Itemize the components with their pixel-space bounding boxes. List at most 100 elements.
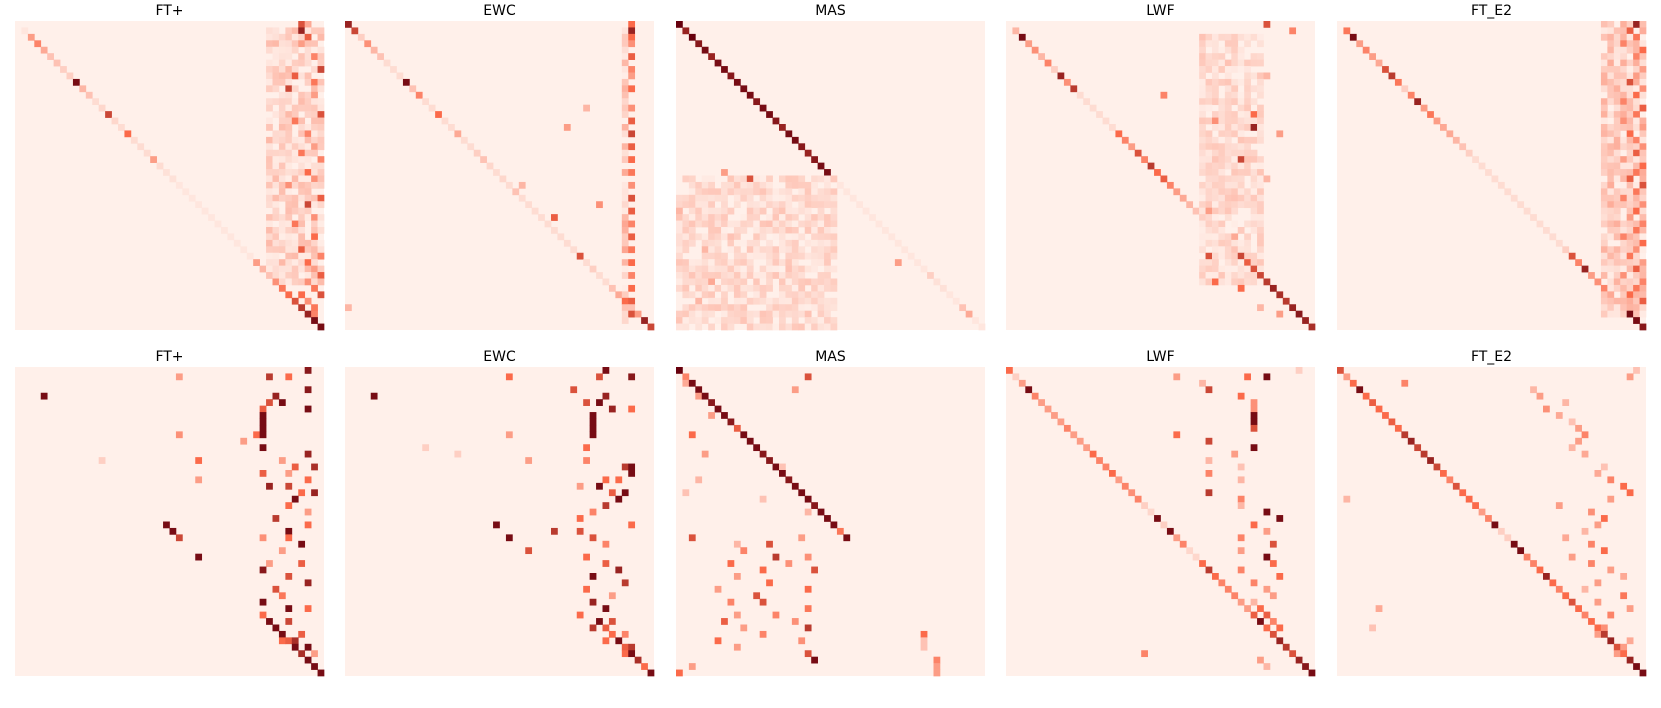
heatmap-cell — [798, 265, 806, 273]
heatmap-cell — [759, 598, 767, 606]
heatmap-cell — [1231, 278, 1239, 286]
heatmap-cell — [1218, 220, 1226, 228]
heatmap-cell — [772, 227, 780, 234]
heatmap-cell — [621, 489, 629, 497]
heatmap-cell — [285, 618, 293, 625]
heatmap-cell — [1613, 252, 1621, 260]
heatmap-cell — [285, 78, 293, 86]
heatmap-cell — [1250, 201, 1258, 209]
heatmap-cell — [1633, 104, 1640, 112]
heatmap-cell — [817, 317, 825, 324]
heatmap-cell — [285, 181, 293, 189]
heatmap-cell — [311, 650, 318, 658]
heatmap-cell — [1257, 40, 1264, 48]
heatmap-cell — [1205, 33, 1213, 41]
heatmap-cell — [791, 265, 799, 273]
heatmap-cell — [272, 130, 280, 138]
heatmap-cell — [1257, 252, 1264, 260]
heatmap-cell — [701, 214, 709, 221]
heatmap-cell — [1633, 91, 1640, 99]
heatmap-cell — [278, 59, 286, 67]
heatmap-cell — [733, 201, 741, 209]
heatmap-cell — [1620, 259, 1628, 266]
heatmap-cell — [551, 527, 558, 535]
heatmap-cell — [1613, 169, 1621, 176]
heatmap-cell — [740, 265, 748, 273]
heatmap-cell — [1199, 379, 1206, 387]
heatmap-cell — [1407, 91, 1415, 99]
heatmap-cell — [753, 323, 761, 331]
heatmap-cell — [1620, 143, 1628, 151]
heatmap-cell — [1530, 386, 1537, 394]
heatmap-cell — [27, 33, 35, 41]
heatmap-cell — [1231, 91, 1239, 99]
heatmap-cell — [804, 239, 812, 247]
heatmap-cell — [1134, 149, 1142, 157]
heatmap-cell — [766, 323, 773, 331]
heatmap-cell — [1626, 78, 1634, 86]
heatmap-cell — [278, 259, 286, 266]
heatmap-cell — [285, 162, 293, 170]
heatmap-cell — [1600, 220, 1608, 228]
heatmap-cell — [701, 291, 709, 299]
heatmap-cell — [1607, 252, 1615, 260]
heatmap-cell — [1212, 278, 1219, 286]
heatmap-cell — [1536, 566, 1544, 574]
heatmap-cell — [1420, 104, 1428, 112]
heatmap-cell — [285, 291, 293, 299]
heatmap-cell — [621, 233, 629, 241]
heatmap-cell — [1257, 124, 1264, 131]
heatmap-cell — [570, 386, 578, 394]
heatmap-cell — [1224, 98, 1232, 106]
heatmap-cell — [1063, 78, 1071, 86]
heatmap-cell — [830, 246, 838, 254]
heatmap-cell — [1581, 431, 1589, 439]
heatmap-cell — [1218, 272, 1226, 279]
heatmap-cell — [272, 78, 280, 86]
heatmap-cell — [1639, 169, 1647, 176]
heatmap-cell — [602, 476, 610, 484]
heatmap-cell — [682, 284, 690, 292]
heatmap-cell — [727, 207, 735, 215]
heatmap-cell — [1224, 124, 1232, 131]
heatmap-cell — [641, 317, 648, 324]
heatmap-cell — [1121, 482, 1129, 490]
heatmap-cell — [291, 98, 299, 106]
heatmap-cell — [589, 424, 597, 432]
heatmap-cell — [733, 188, 741, 196]
heatmap-cell — [628, 207, 636, 215]
heatmap-cell — [727, 181, 735, 189]
heatmap-cell — [804, 214, 812, 221]
heatmap-cell — [278, 91, 286, 99]
heatmap-cell — [766, 540, 773, 548]
heatmap-cell — [1199, 278, 1206, 286]
heatmap-cell — [317, 220, 325, 228]
heatmap-cell — [1626, 227, 1634, 234]
heatmap-cell — [824, 304, 831, 312]
heatmap-cell — [266, 169, 273, 176]
heatmap-cell — [66, 72, 74, 80]
heatmap-cell — [682, 239, 690, 247]
heatmap-cell — [317, 27, 325, 35]
heatmap-cell — [272, 149, 280, 157]
heatmap-cell — [285, 40, 293, 48]
heatmap-cell — [1620, 201, 1628, 209]
heatmap-cell — [798, 310, 806, 318]
heatmap-cell — [759, 297, 767, 305]
heatmap-cell — [1401, 85, 1409, 93]
heatmap-cell — [1613, 156, 1621, 163]
heatmap-cell — [791, 227, 799, 234]
heatmap-cell — [804, 297, 812, 305]
heatmap-cell — [628, 297, 636, 305]
heatmap-cell — [766, 304, 773, 312]
heatmap-cell — [1607, 227, 1615, 234]
heatmap-cell — [791, 618, 799, 625]
heatmap-cell — [298, 162, 306, 170]
heatmap-cell — [298, 214, 306, 221]
heatmap-cell — [1109, 124, 1116, 131]
heatmap-cell — [1575, 605, 1582, 612]
heatmap-cell — [1250, 399, 1258, 406]
heatmap-cell — [772, 259, 780, 266]
heatmap-cell — [1205, 156, 1213, 163]
